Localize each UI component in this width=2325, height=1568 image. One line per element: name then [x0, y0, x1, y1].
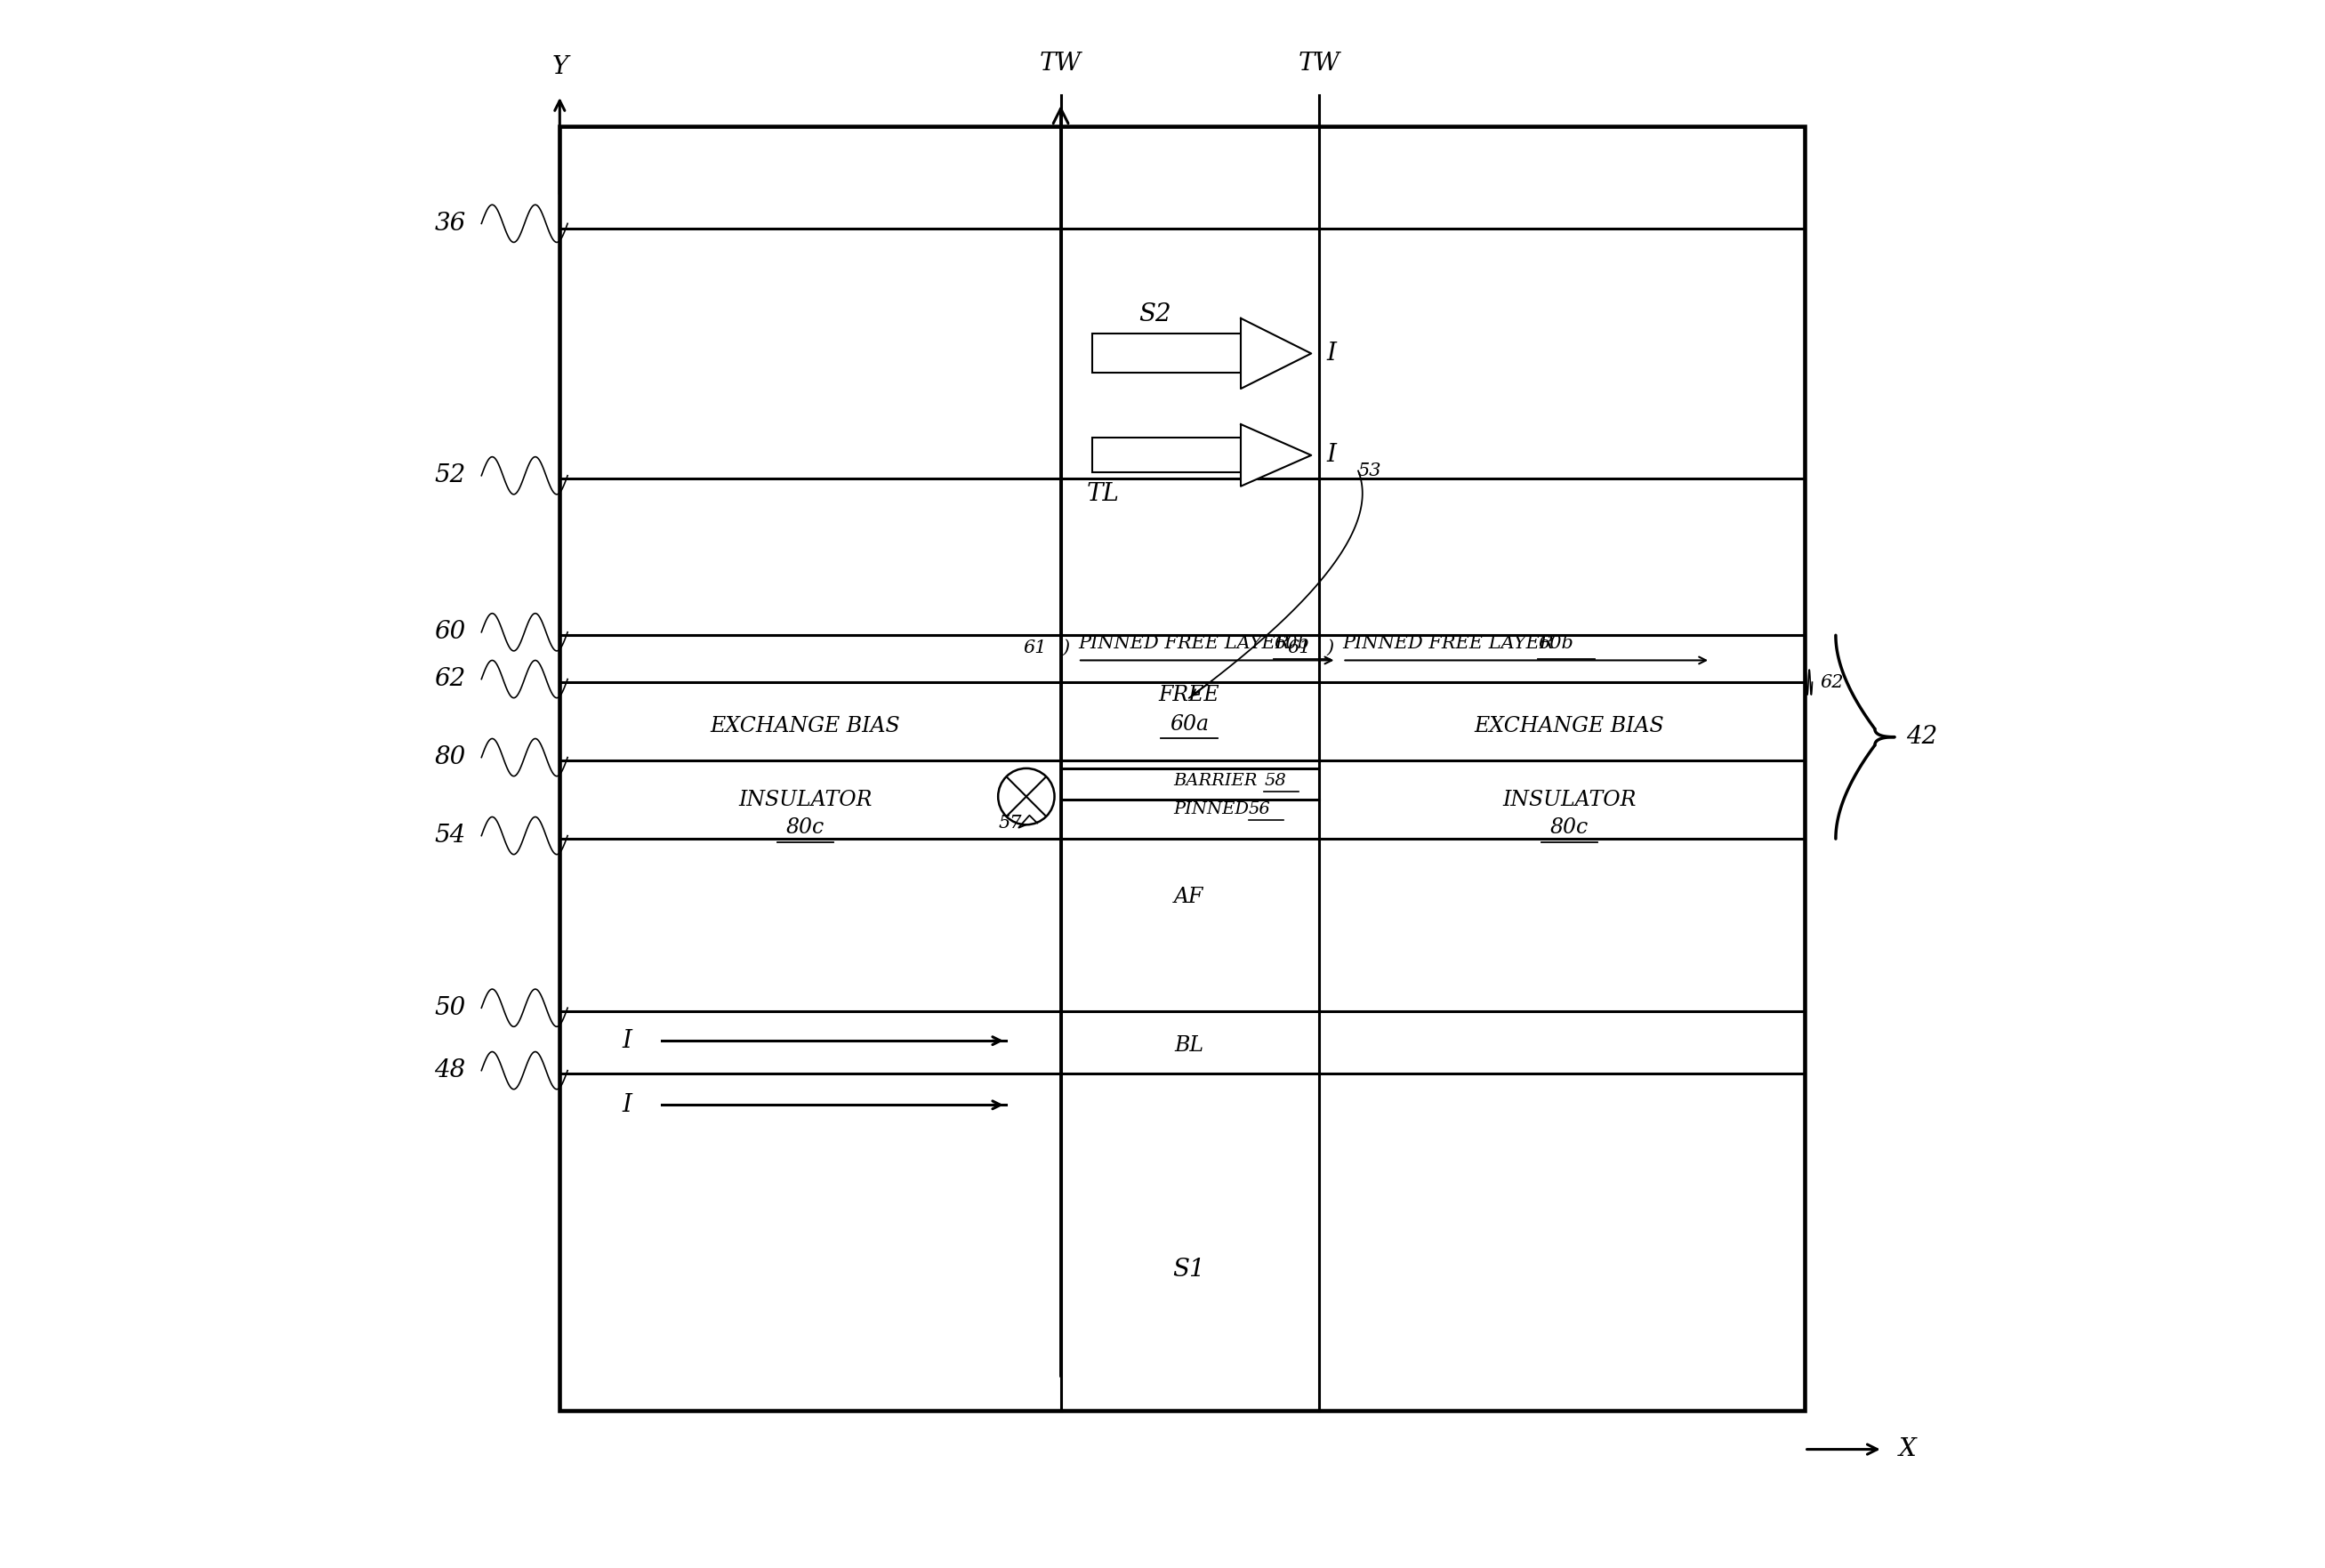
Text: 80c: 80c: [1551, 817, 1588, 837]
Text: 61: 61: [1023, 640, 1046, 657]
Text: 62: 62: [435, 666, 465, 691]
Text: 48: 48: [435, 1058, 465, 1082]
Text: I: I: [1328, 444, 1337, 467]
Text: 58: 58: [1265, 773, 1286, 789]
Text: 56: 56: [1249, 801, 1272, 817]
Text: 60a: 60a: [1169, 715, 1209, 735]
Text: 60b: 60b: [1274, 635, 1309, 652]
Text: 61: 61: [1288, 640, 1311, 657]
Text: 53: 53: [1358, 463, 1381, 480]
Text: 80: 80: [435, 745, 465, 770]
Text: 52: 52: [435, 464, 465, 488]
Text: Y: Y: [551, 55, 567, 80]
Text: 57: 57: [997, 815, 1021, 831]
Text: EXCHANGE BIAS: EXCHANGE BIAS: [1474, 717, 1665, 737]
Text: 54: 54: [435, 823, 465, 848]
Text: PINNED FREE LAYER: PINNED FREE LAYER: [1342, 635, 1553, 652]
Text: TL: TL: [1086, 483, 1118, 506]
Polygon shape: [1242, 425, 1311, 486]
Text: PINNED FREE LAYER: PINNED FREE LAYER: [1079, 635, 1290, 652]
Text: I: I: [623, 1029, 632, 1052]
Bar: [1093, 437, 1242, 472]
Text: TW: TW: [1297, 52, 1339, 75]
Text: BARRIER: BARRIER: [1174, 773, 1258, 789]
Text: 36: 36: [435, 212, 465, 235]
Text: I: I: [623, 1093, 632, 1116]
Text: 80c: 80c: [786, 817, 825, 837]
Text: S2: S2: [1139, 303, 1172, 326]
Text: X: X: [1897, 1438, 1916, 1461]
Bar: [1093, 334, 1242, 373]
Text: FREE: FREE: [1158, 685, 1221, 706]
Text: INSULATOR: INSULATOR: [1502, 789, 1637, 811]
Text: ): ): [1063, 640, 1070, 657]
Text: S1: S1: [1172, 1258, 1204, 1281]
Text: 50: 50: [435, 996, 465, 1019]
Text: AF: AF: [1174, 886, 1204, 906]
Polygon shape: [1242, 318, 1311, 389]
Text: 60: 60: [435, 619, 465, 644]
Bar: [560, 127, 1804, 1410]
Text: EXCHANGE BIAS: EXCHANGE BIAS: [711, 717, 900, 737]
Text: ): ): [1328, 640, 1335, 657]
Text: 62: 62: [1820, 674, 1844, 690]
Text: TW: TW: [1039, 52, 1081, 75]
Text: INSULATOR: INSULATOR: [739, 789, 872, 811]
Text: PINNED: PINNED: [1174, 801, 1249, 817]
Text: BL: BL: [1174, 1035, 1204, 1055]
Text: I: I: [1328, 342, 1337, 365]
Text: 60b: 60b: [1539, 635, 1574, 652]
Text: 42: 42: [1906, 724, 1937, 750]
